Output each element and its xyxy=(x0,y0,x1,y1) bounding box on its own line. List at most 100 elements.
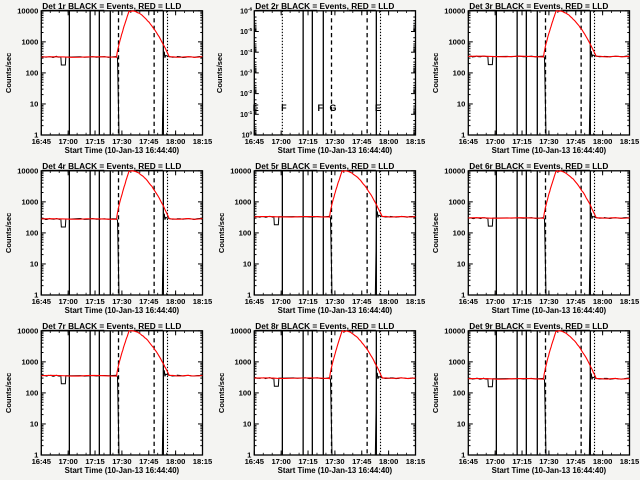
svg-text:10000: 10000 xyxy=(444,6,465,15)
svg-text:Start Time (10-Jan-13 16:44:40: Start Time (10-Jan-13 16:44:40) xyxy=(65,306,180,315)
svg-text:17:00: 17:00 xyxy=(272,297,291,306)
svg-text:Det 7r BLACK = Events, RED = L: Det 7r BLACK = Events, RED = LLD xyxy=(42,321,181,331)
svg-text:17:15: 17:15 xyxy=(299,297,318,306)
svg-text:Counts/sec: Counts/sec xyxy=(431,213,440,253)
svg-text:17:30: 17:30 xyxy=(112,297,131,306)
svg-text:18:15: 18:15 xyxy=(406,297,425,306)
svg-text:1: 1 xyxy=(247,451,251,460)
svg-text:17:15: 17:15 xyxy=(512,137,531,146)
svg-text:10: 10 xyxy=(243,260,251,269)
svg-text:18:00: 18:00 xyxy=(379,137,398,146)
svg-text:E: E xyxy=(253,103,259,113)
svg-text:18:15: 18:15 xyxy=(406,137,425,146)
svg-text:Counts/sec: Counts/sec xyxy=(4,213,13,253)
svg-text:100: 100 xyxy=(452,389,465,398)
svg-text:100: 100 xyxy=(26,389,39,398)
svg-text:17:30: 17:30 xyxy=(326,297,345,306)
svg-text:F: F xyxy=(318,103,324,113)
svg-text:17:00: 17:00 xyxy=(58,137,77,146)
svg-text:10: 10 xyxy=(30,260,38,269)
svg-text:18:15: 18:15 xyxy=(619,297,638,306)
svg-text:Counts/sec: Counts/sec xyxy=(4,373,13,413)
svg-text:Start Time (10-Jan-13 16:44:40: Start Time (10-Jan-13 16:44:40) xyxy=(278,306,393,315)
svg-text:17:00: 17:00 xyxy=(272,137,291,146)
svg-text:Det 6r BLACK = Events, RED = L: Det 6r BLACK = Events, RED = LLD xyxy=(469,161,608,171)
svg-text:Det 3r BLACK = Events, RED = L: Det 3r BLACK = Events, RED = LLD xyxy=(469,1,608,11)
svg-text:17:45: 17:45 xyxy=(566,457,585,466)
svg-text:F: F xyxy=(281,103,287,113)
svg-text:17:45: 17:45 xyxy=(352,297,371,306)
svg-text:17:15: 17:15 xyxy=(85,137,104,146)
svg-text:17:30: 17:30 xyxy=(539,137,558,146)
svg-text:17:15: 17:15 xyxy=(512,457,531,466)
svg-text:1: 1 xyxy=(34,291,38,300)
svg-text:17:00: 17:00 xyxy=(485,297,504,306)
svg-text:Counts/sec: Counts/sec xyxy=(431,53,440,93)
svg-text:1: 1 xyxy=(34,131,38,140)
svg-text:Det 9r BLACK = Events, RED = L: Det 9r BLACK = Events, RED = LLD xyxy=(469,321,608,331)
svg-text:100: 100 xyxy=(239,229,252,238)
svg-text:Det 4r BLACK = Events, RED = L: Det 4r BLACK = Events, RED = LLD xyxy=(42,161,181,171)
svg-text:18:00: 18:00 xyxy=(166,457,185,466)
svg-text:1000: 1000 xyxy=(21,357,38,366)
svg-text:Start Time (10-Jan-13 16:44:40: Start Time (10-Jan-13 16:44:40) xyxy=(491,146,606,155)
svg-text:1: 1 xyxy=(34,451,38,460)
svg-text:1: 1 xyxy=(247,291,251,300)
svg-text:17:45: 17:45 xyxy=(139,297,158,306)
svg-text:17:45: 17:45 xyxy=(352,457,371,466)
svg-text:18:15: 18:15 xyxy=(193,297,212,306)
svg-text:18:00: 18:00 xyxy=(166,297,185,306)
svg-text:17:45: 17:45 xyxy=(566,297,585,306)
svg-text:100: 100 xyxy=(239,389,252,398)
svg-text:10000: 10000 xyxy=(231,326,252,335)
svg-text:10: 10 xyxy=(457,100,465,109)
svg-text:18:00: 18:00 xyxy=(379,457,398,466)
svg-text:17:30: 17:30 xyxy=(112,457,131,466)
svg-text:10000: 10000 xyxy=(17,6,38,15)
svg-text:18:15: 18:15 xyxy=(193,137,212,146)
svg-text:17:45: 17:45 xyxy=(139,457,158,466)
svg-text:Start Time (10-Jan-13 16:44:40: Start Time (10-Jan-13 16:44:40) xyxy=(278,146,393,155)
svg-text:10: 10 xyxy=(30,100,38,109)
svg-text:18:00: 18:00 xyxy=(379,297,398,306)
svg-text:18:00: 18:00 xyxy=(593,137,612,146)
svg-text:Start Time (10-Jan-13 16:44:40: Start Time (10-Jan-13 16:44:40) xyxy=(491,306,606,315)
svg-text:Counts/sec: Counts/sec xyxy=(4,53,13,93)
svg-text:1000: 1000 xyxy=(21,37,38,46)
svg-text:Start Time (10-Jan-13 16:44:40: Start Time (10-Jan-13 16:44:40) xyxy=(65,466,180,475)
svg-text:17:00: 17:00 xyxy=(58,297,77,306)
svg-text:18:15: 18:15 xyxy=(619,457,638,466)
svg-text:100: 100 xyxy=(452,69,465,78)
svg-text:17:00: 17:00 xyxy=(272,457,291,466)
svg-text:10: 10 xyxy=(457,420,465,429)
svg-text:10000: 10000 xyxy=(444,166,465,175)
svg-text:Det 5r BLACK = Events, RED = L: Det 5r BLACK = Events, RED = LLD xyxy=(256,161,395,171)
svg-text:18:15: 18:15 xyxy=(193,457,212,466)
svg-text:10000: 10000 xyxy=(444,326,465,335)
svg-text:17:30: 17:30 xyxy=(112,137,131,146)
svg-text:17:00: 17:00 xyxy=(485,457,504,466)
svg-text:17:45: 17:45 xyxy=(352,137,371,146)
svg-text:10: 10 xyxy=(243,420,251,429)
svg-text:18:00: 18:00 xyxy=(166,137,185,146)
svg-text:Counts/sec: Counts/sec xyxy=(217,213,226,253)
svg-text:Counts/sec: Counts/sec xyxy=(431,373,440,413)
svg-text:1: 1 xyxy=(461,291,465,300)
svg-text:Counts/sec: Counts/sec xyxy=(215,53,224,93)
svg-text:1: 1 xyxy=(461,131,465,140)
svg-text:Det 8r BLACK = Events, RED = L: Det 8r BLACK = Events, RED = LLD xyxy=(256,321,395,331)
svg-text:Det 2r BLACK = Events, RED = L: Det 2r BLACK = Events, RED = LLD xyxy=(256,1,395,11)
svg-text:17:15: 17:15 xyxy=(85,457,104,466)
svg-text:1: 1 xyxy=(461,451,465,460)
svg-text:G: G xyxy=(330,103,337,113)
svg-text:17:30: 17:30 xyxy=(326,457,345,466)
svg-text:100: 100 xyxy=(26,229,39,238)
svg-text:Start Time (10-Jan-13 16:44:40: Start Time (10-Jan-13 16:44:40) xyxy=(65,146,180,155)
svg-text:1000: 1000 xyxy=(448,197,465,206)
svg-text:17:15: 17:15 xyxy=(512,297,531,306)
svg-text:Start Time (10-Jan-13 16:44:40: Start Time (10-Jan-13 16:44:40) xyxy=(278,466,393,475)
svg-text:17:15: 17:15 xyxy=(299,457,318,466)
svg-text:10000: 10000 xyxy=(231,166,252,175)
svg-text:17:00: 17:00 xyxy=(58,457,77,466)
svg-text:100: 100 xyxy=(452,229,465,238)
